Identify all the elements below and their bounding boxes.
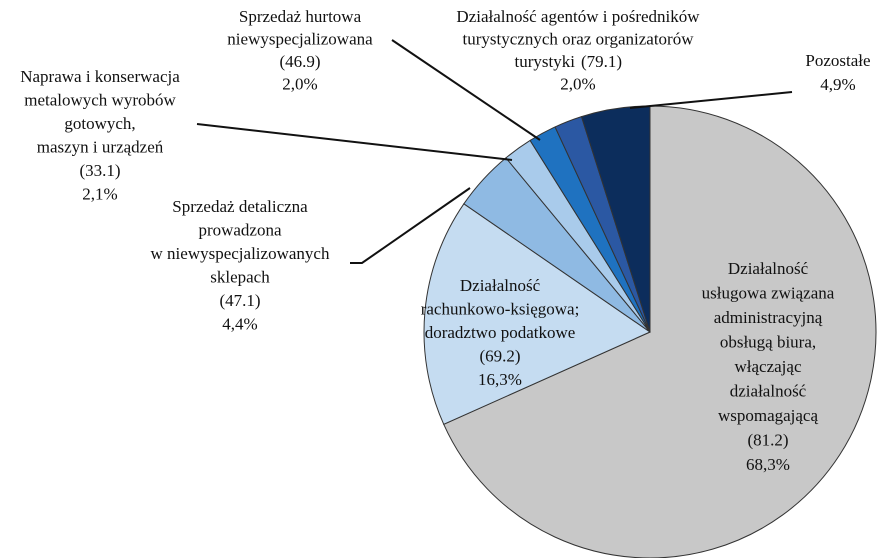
slice-label: Działalność rachunkowo-księgowa; doradztwo… (421, 276, 580, 342)
slice-code: (79.1) (581, 52, 622, 71)
slice-value-label: 2,0% (560, 74, 595, 93)
slice-code: (69.2) (479, 346, 520, 365)
leader-line (629, 91, 793, 109)
slice-value-label: 2,1% (82, 184, 117, 203)
slice-label: Pozostałe (805, 51, 870, 70)
slice-code: (46.9) (279, 52, 320, 71)
slice-value-label: 68,3% (746, 455, 790, 474)
slice-value-label: 4,4% (222, 314, 257, 333)
slice-label: Działalność agentów i pośredników turysty… (456, 7, 700, 71)
slice-code: (81.2) (747, 430, 788, 449)
leader-line (350, 187, 471, 264)
pie-slice (443, 105, 877, 558)
leader-line (391, 39, 541, 141)
slice-label: Działalność usługowa związana administracy… (702, 259, 835, 425)
slice-code: (47.1) (219, 291, 260, 310)
slice-label: Sprzedaż detaliczna prowadzona w niewyspec… (151, 197, 330, 287)
pie-slice (423, 203, 652, 426)
slice-code: (33.1) (79, 161, 120, 180)
slice-label: Sprzedaż hurtowa niewyspecjalizowana (227, 7, 373, 49)
slice-label: Naprawa i konserwacja metalowych wyrobów g… (20, 67, 180, 157)
slice-value-label: 2,0% (282, 74, 317, 93)
slice-value-label: 4,9% (820, 75, 855, 94)
slice-value-label: 16,3% (478, 370, 522, 389)
leader-line (196, 123, 513, 161)
